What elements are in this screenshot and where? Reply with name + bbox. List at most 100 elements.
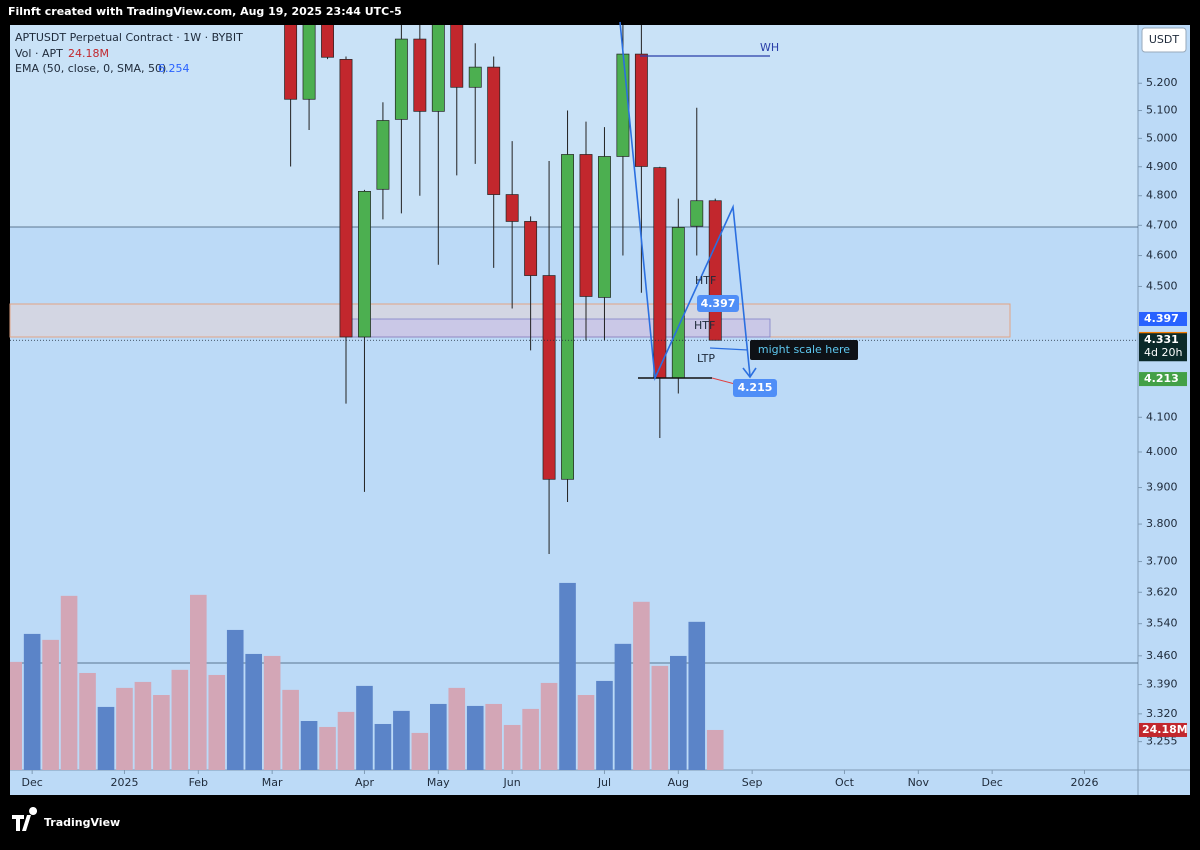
volume-layer [10, 582, 724, 770]
candle-body [376, 120, 390, 190]
y-tick-label: 4.800 [1146, 189, 1178, 202]
candle-body [468, 66, 482, 88]
brand: TradingView [44, 816, 120, 829]
htf-label: HTF [694, 319, 715, 332]
volume-bar [540, 682, 558, 770]
volume-bar [300, 720, 318, 770]
x-tick-label: Nov [908, 776, 930, 789]
ltp-label: LTP [697, 352, 715, 365]
price-label: 4.397 [1144, 312, 1179, 325]
scale-line [709, 347, 749, 351]
volume-bar [670, 655, 687, 770]
credit: Filnft created with TradingView.com, Aug… [8, 5, 402, 18]
volume-bar [134, 681, 152, 770]
y-tick-label: 3.390 [1146, 678, 1178, 691]
volume-bar [411, 732, 429, 770]
volume-bar [522, 708, 539, 770]
y-tick-label: 5.100 [1146, 104, 1178, 117]
price-label: 4.213 [1144, 372, 1179, 385]
volume-bar [263, 655, 281, 770]
drawings: WH HTF HTF LTP 4.397 4.215 might scale h… [619, 21, 858, 397]
y-tick-label: 3.540 [1146, 617, 1178, 630]
candle-body [653, 167, 667, 379]
volume-bar [503, 724, 521, 770]
x-tick-label: Jun [503, 776, 521, 789]
candle-body [634, 53, 648, 167]
y-tick-label: 3.255 [1146, 735, 1178, 748]
volume-bar [226, 629, 244, 770]
target-low: 4.215 [738, 381, 773, 394]
x-tick-label: 2026 [1070, 776, 1098, 789]
candle-layer [10, 25, 1138, 554]
target-high: 4.397 [701, 297, 736, 310]
candle-body [358, 191, 371, 338]
symbol-title: APTUSDT Perpetual Contract · 1W · BYBIT [15, 31, 243, 44]
y-tick-label: 3.900 [1146, 481, 1178, 494]
volume-bar [245, 653, 262, 770]
arrow-head [742, 367, 757, 379]
y-tick-label: 4.000 [1146, 445, 1178, 458]
target-box [697, 295, 739, 312]
candle-body [487, 66, 501, 195]
y-tick-label: 4.600 [1146, 249, 1178, 262]
htf-label: HTF [695, 274, 716, 287]
candle-body [339, 59, 353, 338]
volume-bar [706, 729, 724, 770]
volume-bar [171, 669, 189, 770]
x-tick-label: 2025 [110, 776, 138, 789]
volume-label: 24.18M [1142, 723, 1188, 736]
y-tick-label: 3.700 [1146, 555, 1178, 568]
x-tick-label: May [427, 776, 450, 789]
target-box [733, 379, 777, 397]
candle-body [598, 156, 611, 298]
candle-body [579, 154, 593, 297]
x-tick-label: Mar [262, 776, 283, 789]
x-tick-label: Apr [355, 776, 375, 789]
volume-bar [116, 687, 133, 770]
candle-body [394, 38, 408, 120]
zone [9, 303, 1011, 338]
candle-body [671, 227, 685, 379]
y-tick-label: 5.200 [1146, 76, 1178, 89]
currency[interactable]: USDT [1149, 33, 1180, 46]
volume-bar [10, 661, 23, 770]
volume-bar [79, 672, 96, 770]
volume-bar [393, 710, 410, 770]
price-label-box [1139, 311, 1187, 326]
candle-body [302, 25, 316, 100]
y-tick-label: 3.620 [1146, 585, 1178, 598]
y-tick-label: 4.900 [1146, 160, 1178, 173]
x-tick-label: Jul [597, 776, 611, 789]
candle-body [505, 194, 519, 222]
logo [12, 807, 38, 831]
volume-label-box [1139, 722, 1187, 737]
candle-body [690, 200, 704, 227]
x-tick-label: Aug [668, 776, 689, 789]
volume-bar [23, 633, 41, 770]
candle-body [431, 25, 445, 112]
footer: TradingView [12, 807, 120, 831]
y-tick-label: 3.320 [1146, 707, 1178, 720]
volume-bar [153, 695, 170, 770]
volume-bar [651, 665, 669, 770]
volume-bar [337, 711, 355, 770]
volume-bar [430, 703, 447, 770]
volume-bar [60, 595, 78, 770]
path-projection [619, 21, 751, 382]
note: might scale here [758, 343, 850, 356]
volume-bar [559, 582, 576, 770]
volume-bar [485, 703, 502, 770]
price-label-box [1139, 372, 1187, 387]
measure-line [711, 377, 736, 385]
y-tick-label: 5.000 [1146, 131, 1178, 144]
candle-body [321, 25, 334, 58]
candle-body [524, 221, 538, 276]
volume-bar [633, 601, 650, 770]
candle-body [450, 25, 464, 88]
y-tick-label: 4.700 [1146, 218, 1178, 231]
currency-button[interactable] [1141, 27, 1187, 53]
volume-bar [319, 726, 336, 770]
legend: APTUSDT Perpetual Contract · 1W · BYBIT … [15, 31, 243, 75]
wh-label: WH [760, 41, 779, 54]
